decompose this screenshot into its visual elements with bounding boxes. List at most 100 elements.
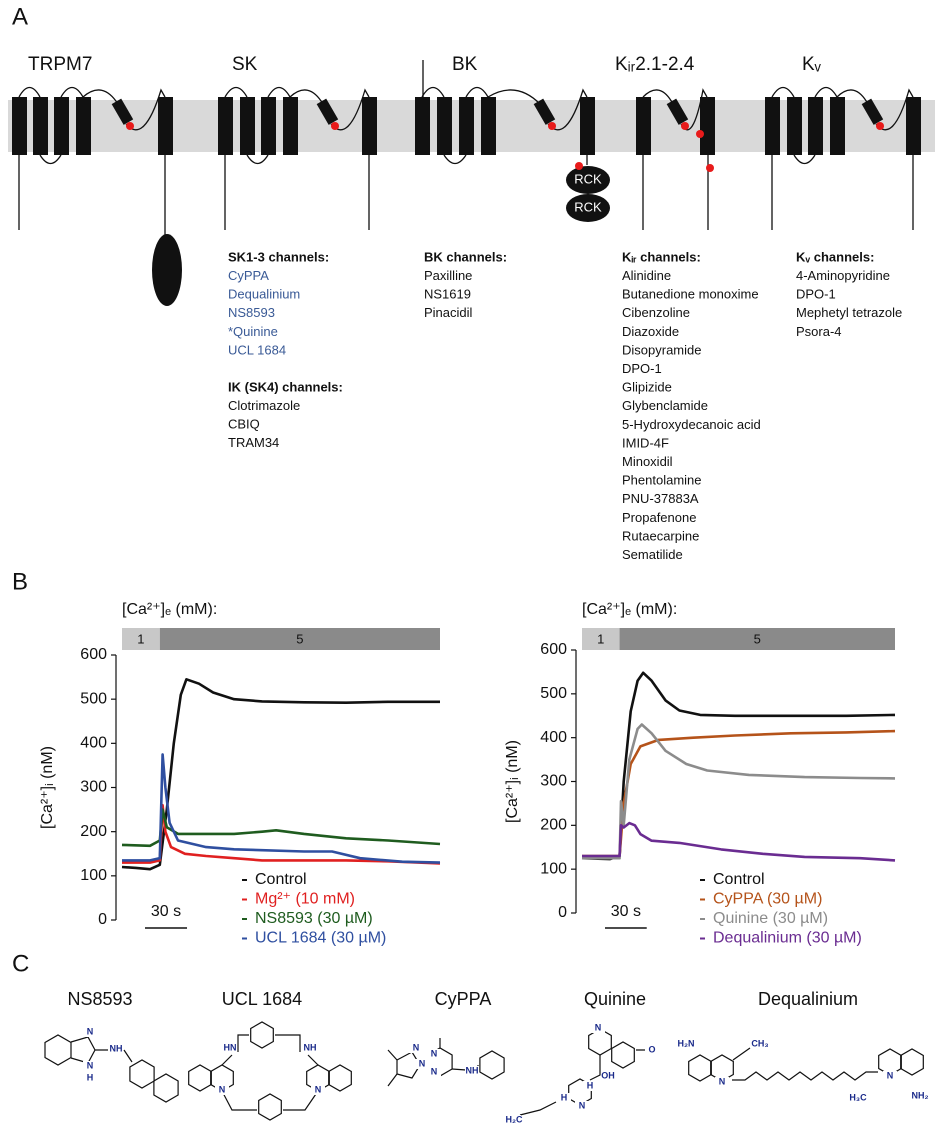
drug-name: Propafenone	[622, 510, 696, 525]
helix	[415, 97, 430, 155]
y-tick-label: 0	[98, 911, 107, 928]
helix	[481, 97, 496, 155]
site	[706, 164, 714, 172]
structure-bond	[44, 1034, 72, 1066]
y-tick-label: 500	[540, 685, 567, 702]
structure-bond	[188, 1064, 212, 1092]
compound-name: NS8593	[67, 989, 132, 1009]
atom-label: N	[719, 1076, 726, 1086]
structure-bond	[129, 1059, 155, 1089]
atom-bg	[415, 1059, 429, 1069]
compound-name: Dequalinium	[758, 989, 858, 1009]
loop	[224, 86, 370, 165]
atom-label: O	[648, 1044, 655, 1054]
legend-label: Control	[713, 871, 765, 888]
c-term-domain	[152, 234, 182, 306]
atom-label: N	[431, 1066, 438, 1076]
legend-label: UCL 1684 (30 µM)	[255, 930, 386, 947]
atom-label: N	[413, 1042, 420, 1052]
pore-site	[331, 122, 339, 130]
loop	[18, 86, 166, 165]
legend-label: Mg²⁺ (10 mM)	[255, 891, 355, 908]
y-tick-label: 300	[80, 779, 107, 796]
atom-bg	[311, 1085, 325, 1095]
helix	[580, 97, 595, 155]
condition-value: 1	[137, 631, 144, 646]
helix	[906, 97, 921, 155]
panel-label: A	[12, 3, 28, 30]
legend-label: Control	[255, 871, 307, 888]
drug-name: Sematilide	[622, 547, 683, 562]
compound-name: Quinine	[584, 989, 646, 1009]
atom-label: CH₃	[751, 1038, 768, 1048]
atom-label: N	[595, 1022, 602, 1032]
group-heading: BK channels:	[424, 249, 507, 264]
y-axis-title: [Ca²⁺]ᵢ (nM)	[504, 740, 521, 823]
atom-label: N	[431, 1048, 438, 1058]
structure-bond	[732, 1047, 878, 1081]
condition-title: [Ca²⁺]ₑ (mM):	[582, 601, 677, 618]
atom-bg	[715, 1077, 729, 1087]
drug-name: IMID-4F	[622, 435, 669, 450]
drug-name: Paxilline	[424, 268, 472, 283]
group-heading: SK1-3 channels:	[228, 249, 329, 264]
atom-bg	[465, 1066, 479, 1076]
drug-name: Glybenclamide	[622, 398, 708, 413]
structure-bond	[221, 1034, 319, 1111]
atom-label: H	[561, 1092, 568, 1102]
drug-name: UCL 1684	[228, 342, 286, 357]
y-tick-label: 400	[80, 735, 107, 752]
pore-site	[548, 122, 556, 130]
drug-name: Psora-4	[796, 324, 842, 339]
channel-name: TRPM7	[28, 54, 92, 75]
y-tick-label: 200	[80, 823, 107, 840]
atom-bg	[215, 1085, 229, 1095]
helix	[700, 97, 715, 155]
structure-bond	[153, 1073, 179, 1103]
legend-label: CyPPA (30 µM)	[713, 891, 822, 908]
compound-name: UCL 1684	[222, 989, 302, 1009]
atom-bg	[427, 1067, 441, 1077]
atom-label: H	[87, 1072, 94, 1082]
helix	[12, 97, 27, 155]
helix	[362, 97, 377, 155]
atom-label: N	[419, 1058, 426, 1068]
scale-bar-label: 30 s	[611, 903, 641, 920]
atom-bg	[851, 1093, 865, 1103]
atom-label: NH	[304, 1042, 317, 1052]
drug-name: Pinacidil	[424, 305, 473, 320]
site	[696, 130, 704, 138]
condition-bar	[122, 628, 160, 650]
drug-name: NS8593	[228, 305, 275, 320]
channel-name: BK	[452, 54, 478, 75]
atom-bg	[507, 1115, 521, 1125]
atom-label: NH	[466, 1065, 479, 1075]
helix	[830, 97, 845, 155]
helix	[808, 97, 823, 155]
helix	[54, 97, 69, 155]
drug-name: *Quinine	[228, 324, 278, 339]
pore-helix	[861, 98, 884, 125]
rck-domain	[566, 166, 610, 194]
group-heading: Kᵢᵣ channels:	[622, 249, 701, 264]
pore-site	[876, 122, 884, 130]
atom-label: H₂C	[506, 1114, 523, 1124]
structure-bond	[70, 1036, 133, 1064]
loop	[421, 86, 588, 165]
drug-name: Butanedione monoxime	[622, 287, 759, 302]
y-tick-label: 400	[540, 729, 567, 746]
rck-label: RCK	[574, 199, 602, 214]
y-tick-label: 100	[540, 860, 567, 877]
atom-bg	[303, 1043, 317, 1053]
condition-bar	[159, 628, 440, 650]
condition-bar	[619, 628, 895, 650]
helix	[76, 97, 91, 155]
loop	[771, 86, 914, 165]
y-axis-title: [Ca²⁺]ᵢ (nM)	[39, 746, 56, 829]
drug-name: DPO-1	[622, 361, 662, 376]
helix	[218, 97, 233, 155]
drug-name: CBIQ	[228, 417, 260, 432]
drug-name: TRAM34	[228, 435, 279, 450]
drug-name: DPO-1	[796, 287, 836, 302]
